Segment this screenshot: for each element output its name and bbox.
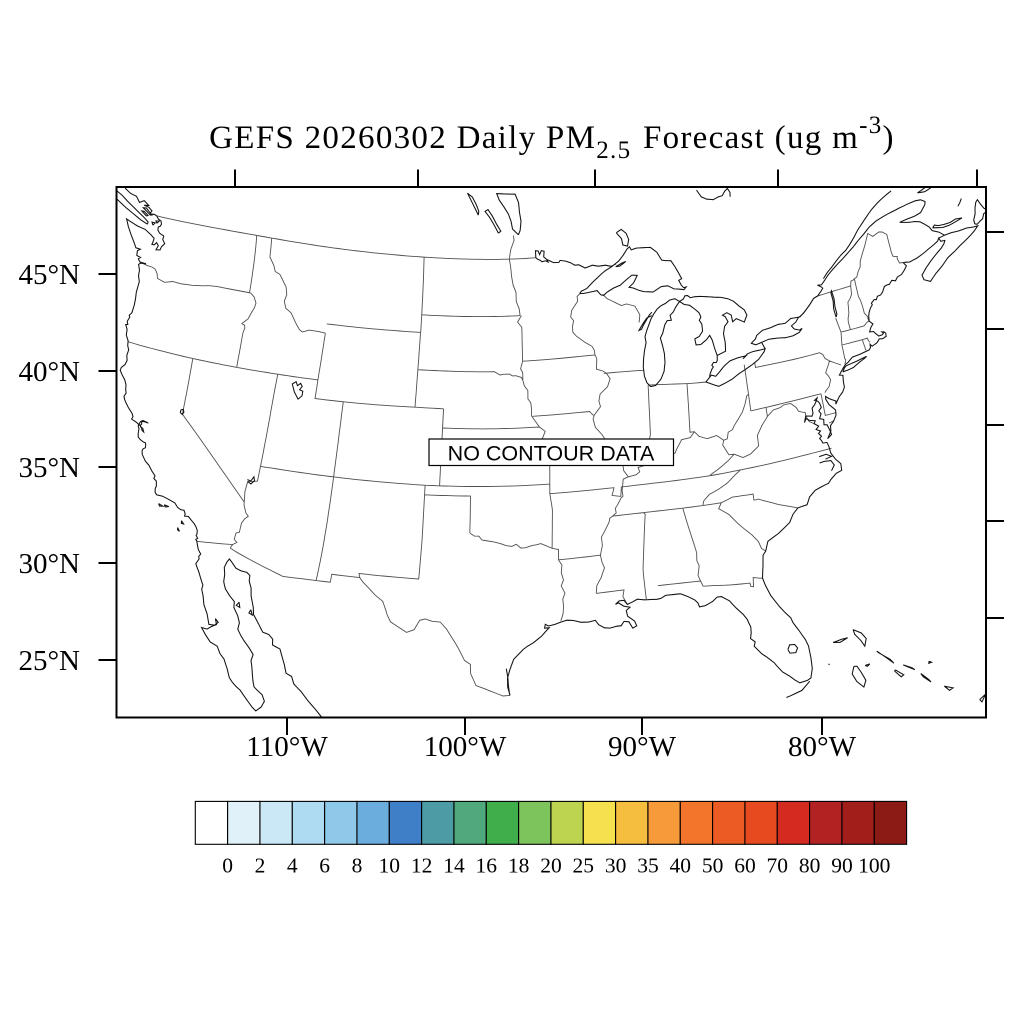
svg-text:16: 16 <box>476 854 498 878</box>
svg-text:14: 14 <box>443 854 465 878</box>
svg-text:4: 4 <box>287 854 298 878</box>
svg-text:80: 80 <box>799 854 821 878</box>
svg-text:6: 6 <box>319 854 330 878</box>
svg-text:25: 25 <box>573 854 595 878</box>
svg-text:110°W: 110°W <box>246 731 328 763</box>
svg-text:100: 100 <box>858 854 890 878</box>
svg-text:80°W: 80°W <box>788 731 857 763</box>
svg-text:40: 40 <box>670 854 692 878</box>
svg-text:20: 20 <box>540 854 562 878</box>
svg-text:30: 30 <box>605 854 627 878</box>
svg-text:90: 90 <box>831 854 853 878</box>
svg-text:30°N: 30°N <box>18 548 80 580</box>
svg-text:90°W: 90°W <box>608 731 677 763</box>
svg-text:12: 12 <box>411 854 433 878</box>
svg-text:0: 0 <box>222 854 233 878</box>
svg-text:NO CONTOUR DATA: NO CONTOUR DATA <box>448 442 655 466</box>
svg-text:70: 70 <box>767 854 789 878</box>
svg-text:25°N: 25°N <box>18 645 80 677</box>
svg-text:45°N: 45°N <box>18 259 80 291</box>
svg-text:50: 50 <box>702 854 724 878</box>
svg-text:35°N: 35°N <box>18 452 80 484</box>
svg-text:60: 60 <box>734 854 756 878</box>
svg-text:100°W: 100°W <box>424 731 507 763</box>
svg-text:40°N: 40°N <box>18 356 80 388</box>
svg-text:18: 18 <box>508 854 530 878</box>
svg-text:10: 10 <box>379 854 401 878</box>
svg-text:GEFS 20260302 Daily PM2.5 Fore: GEFS 20260302 Daily PM2.5 Forecast (ug m… <box>209 112 895 164</box>
svg-text:2: 2 <box>255 854 266 878</box>
svg-text:8: 8 <box>352 854 363 878</box>
svg-text:35: 35 <box>637 854 659 878</box>
